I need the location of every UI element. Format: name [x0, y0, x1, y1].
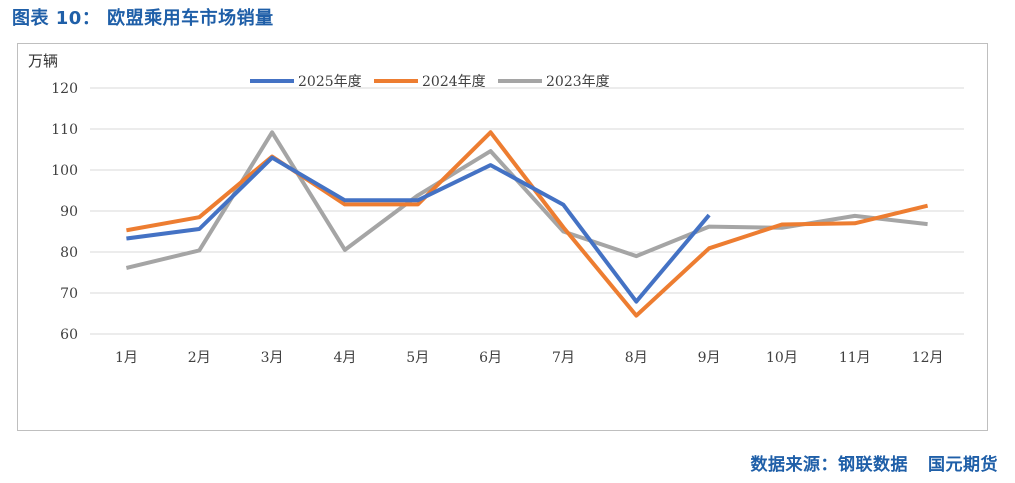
- x-tick-label: 9月: [698, 350, 721, 366]
- x-tick-label: 8月: [625, 350, 648, 366]
- source-label: 数据来源：钢联数据: [750, 455, 908, 475]
- x-tick-label: 3月: [261, 350, 284, 366]
- y-tick-label: 80: [60, 245, 78, 261]
- x-tick-label: 7月: [552, 350, 575, 366]
- x-tick-label: 6月: [479, 350, 502, 366]
- legend-label: 2025年度: [298, 74, 362, 90]
- line-chart: 万辆 60 70 80 90 100 110 120 1月 2月 3月 4月 5月 6月 7月 8月 9月 10月…: [28, 52, 964, 366]
- chart-frame: 万辆 60 70 80 90 100 110 120 1月 2月 3月 4月 5月 6月 7月 8月 9月 10月…: [17, 43, 988, 431]
- y-tick-label: 60: [60, 327, 78, 343]
- series-line-2024年度: [126, 130, 929, 318]
- y-axis-unit-label: 万辆: [28, 52, 58, 70]
- x-tick-label: 1月: [115, 350, 138, 366]
- series-line-2023年度: [125, 130, 928, 270]
- source-footer: 数据来源：钢联数据 国元期货: [731, 450, 999, 475]
- x-tick-label: 11月: [839, 350, 871, 366]
- legend-label: 2023年度: [546, 74, 610, 90]
- series-line-2025年度: [126, 155, 711, 304]
- x-tick-label: 2月: [188, 350, 211, 366]
- y-tick-label: 70: [60, 286, 78, 302]
- y-tick-label: 110: [51, 122, 78, 138]
- legend-label: 2024年度: [422, 74, 486, 90]
- x-tick-label: 12月: [912, 350, 944, 366]
- y-tick-label: 120: [51, 81, 78, 97]
- x-tick-label: 10月: [766, 350, 798, 366]
- x-tick-label: 5月: [406, 350, 429, 366]
- y-tick-label: 90: [60, 204, 78, 220]
- x-tick-label: 4月: [333, 350, 356, 366]
- y-tick-label: 100: [51, 163, 78, 179]
- brand-label: 国元期货: [928, 455, 998, 475]
- figure-title: 图表 10： 欧盟乘用车市场销量: [12, 8, 274, 29]
